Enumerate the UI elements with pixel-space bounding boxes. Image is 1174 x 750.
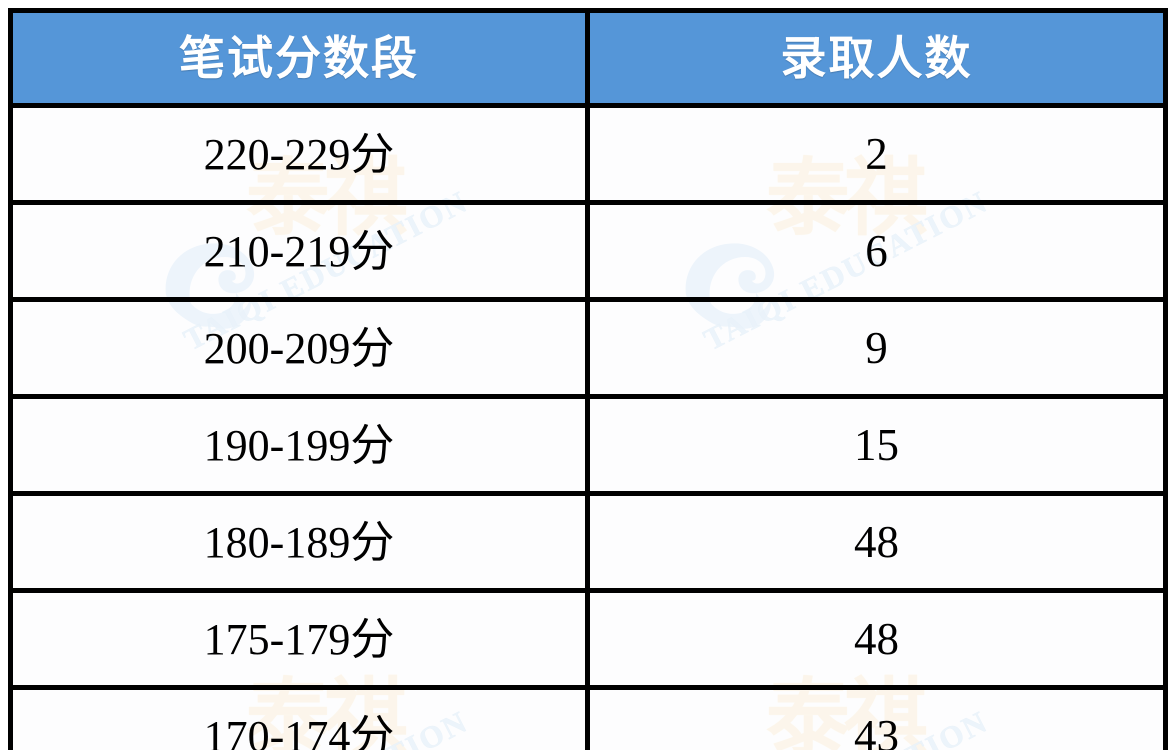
cell-admitted-count: 43 bbox=[585, 685, 1168, 750]
cell-score-range: 180-189分 bbox=[8, 491, 590, 593]
cell-score-range-value: 170-174分 bbox=[203, 711, 395, 750]
cell-admitted-count: 6 bbox=[585, 200, 1168, 302]
score-distribution-table-container: 笔试分数段 录取人数 220-229分 2 210-219分 6 200- bbox=[8, 8, 1168, 750]
cell-score-range: 200-209分 bbox=[8, 297, 590, 399]
cell-score-range-value: 210-219分 bbox=[203, 226, 395, 276]
cell-score-range: 175-179分 bbox=[8, 588, 590, 690]
column-header-admitted-count-label: 录取人数 bbox=[780, 31, 973, 85]
cell-admitted-count: 15 bbox=[585, 394, 1168, 496]
table-row: 175-179分 48 bbox=[8, 588, 1168, 690]
cell-score-range-value: 220-229分 bbox=[203, 129, 395, 179]
cell-admitted-count: 2 bbox=[585, 103, 1168, 205]
cell-score-range: 170-174分 bbox=[8, 685, 590, 750]
cell-admitted-count-value: 2 bbox=[865, 129, 888, 179]
cell-score-range-value: 175-179分 bbox=[203, 614, 395, 664]
cell-score-range: 190-199分 bbox=[8, 394, 590, 496]
cell-admitted-count-value: 48 bbox=[854, 614, 899, 664]
table-header: 笔试分数段 录取人数 bbox=[8, 8, 1168, 108]
cell-admitted-count: 48 bbox=[585, 491, 1168, 593]
column-header-admitted-count: 录取人数 bbox=[585, 8, 1168, 108]
table-header-row: 笔试分数段 录取人数 bbox=[8, 8, 1168, 108]
cell-score-range: 220-229分 bbox=[8, 103, 590, 205]
cell-admitted-count-value: 48 bbox=[854, 517, 899, 567]
cell-admitted-count: 48 bbox=[585, 588, 1168, 690]
score-distribution-table: 笔试分数段 录取人数 220-229分 2 210-219分 6 200- bbox=[8, 8, 1168, 750]
table-row: 210-219分 6 bbox=[8, 200, 1168, 302]
cell-score-range: 210-219分 bbox=[8, 200, 590, 302]
cell-admitted-count-value: 6 bbox=[865, 226, 888, 276]
table-row: 180-189分 48 bbox=[8, 491, 1168, 593]
cell-score-range-value: 200-209分 bbox=[203, 323, 395, 373]
table-row: 170-174分 43 bbox=[8, 685, 1168, 750]
cell-admitted-count-value: 9 bbox=[865, 323, 888, 373]
table-row: 190-199分 15 bbox=[8, 394, 1168, 496]
cell-admitted-count-value: 15 bbox=[854, 420, 899, 470]
cell-score-range-value: 180-189分 bbox=[203, 517, 395, 567]
cell-score-range-value: 190-199分 bbox=[203, 420, 395, 470]
column-header-score-range-label: 笔试分数段 bbox=[179, 31, 419, 85]
table-body: 220-229分 2 210-219分 6 200-209分 9 190-199… bbox=[8, 103, 1168, 750]
column-header-score-range: 笔试分数段 bbox=[8, 8, 590, 108]
table-row: 220-229分 2 bbox=[8, 103, 1168, 205]
cell-admitted-count-value: 43 bbox=[854, 711, 899, 750]
table-row: 200-209分 9 bbox=[8, 297, 1168, 399]
cell-admitted-count: 9 bbox=[585, 297, 1168, 399]
